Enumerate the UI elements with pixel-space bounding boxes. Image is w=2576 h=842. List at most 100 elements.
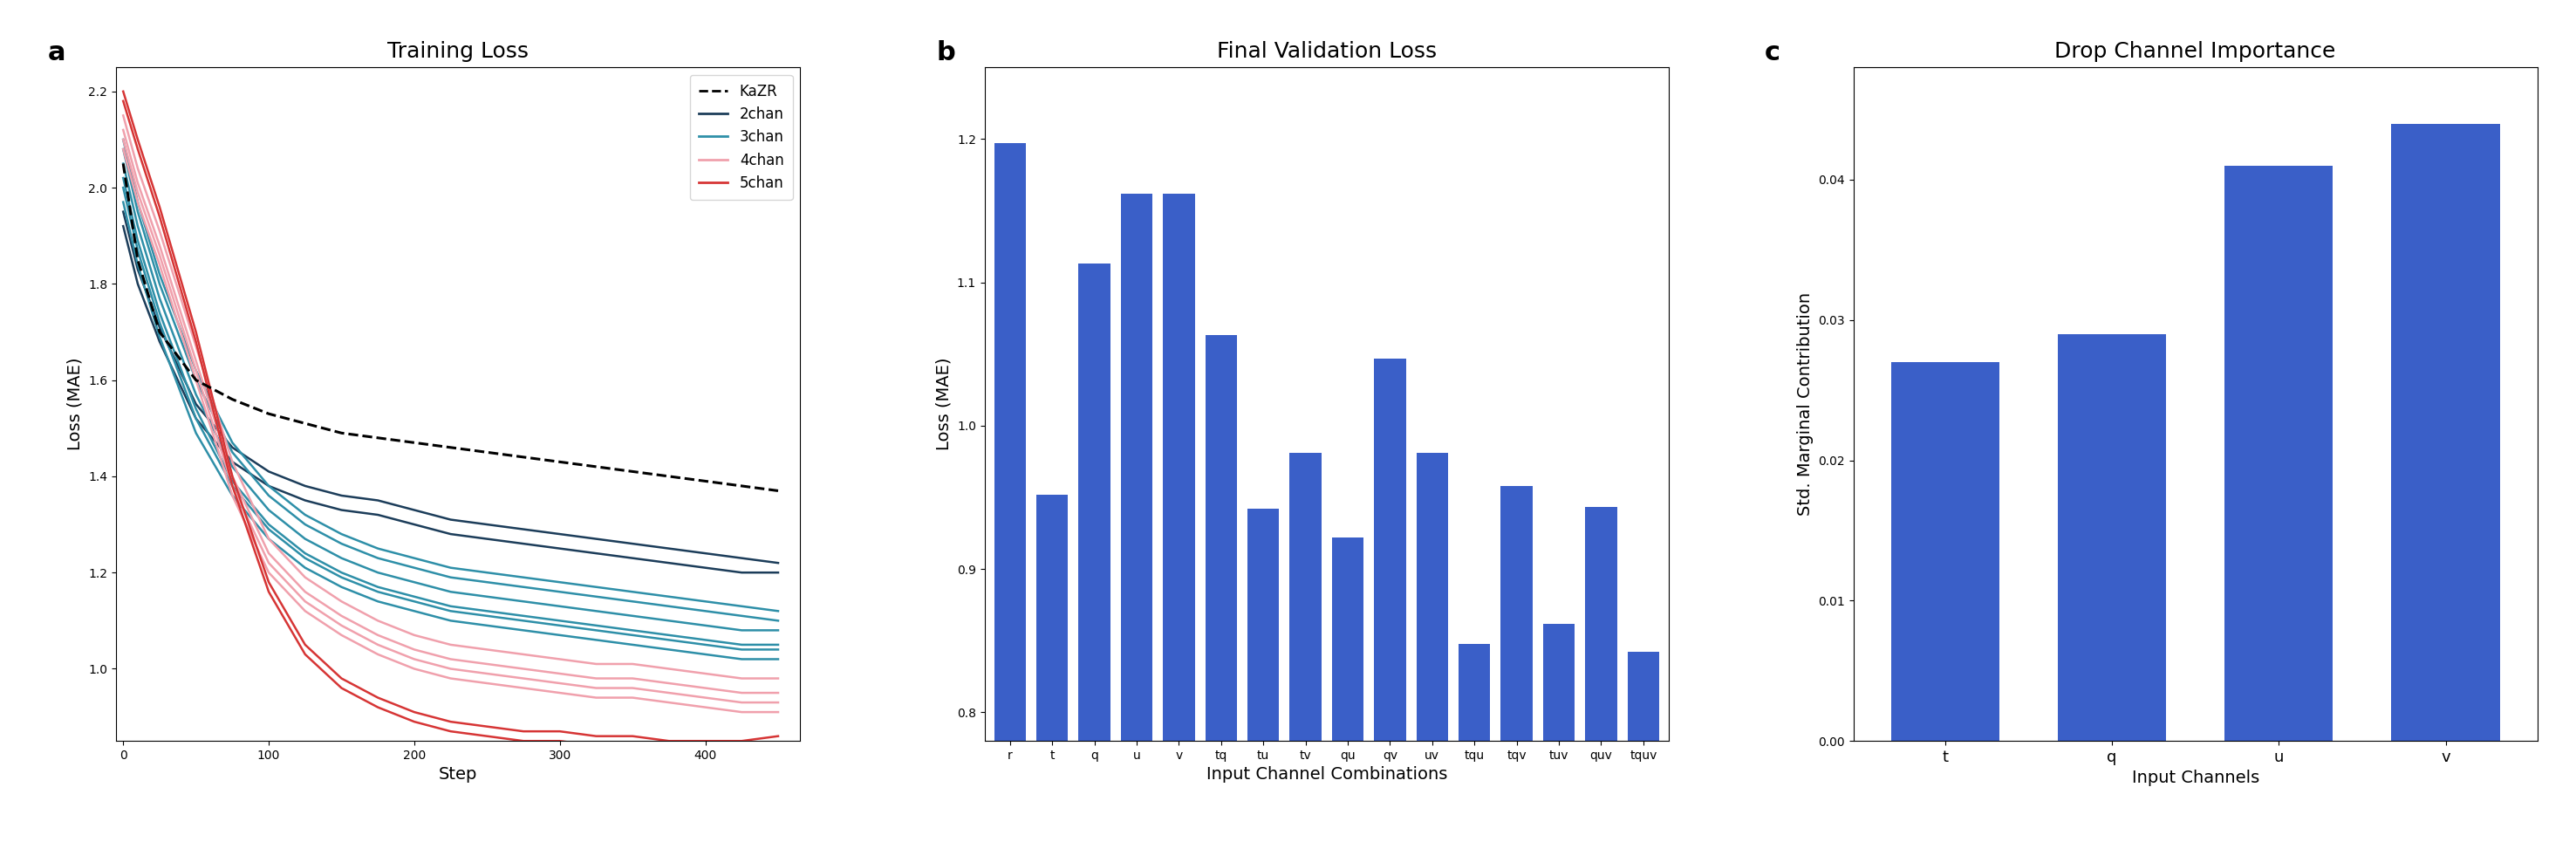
Text: b: b xyxy=(938,40,956,66)
3chan xyxy=(121,221,152,232)
KaZR xyxy=(544,457,574,467)
Bar xyxy=(1502,486,1533,842)
4chan xyxy=(399,663,430,674)
2chan xyxy=(180,413,211,424)
5chan xyxy=(580,731,611,741)
3chan xyxy=(327,553,358,563)
4chan xyxy=(180,375,211,385)
3chan xyxy=(144,293,175,303)
3chan xyxy=(544,601,574,611)
Bar xyxy=(1036,494,1069,842)
2chan xyxy=(762,568,793,578)
4chan xyxy=(121,197,152,207)
4chan xyxy=(618,693,649,703)
5chan xyxy=(216,472,247,482)
KaZR xyxy=(327,428,358,438)
5chan xyxy=(471,722,502,732)
3chan xyxy=(762,626,793,636)
5chan xyxy=(144,202,175,212)
4chan xyxy=(544,688,574,698)
Text: c: c xyxy=(1765,40,1780,66)
2chan xyxy=(471,534,502,544)
5chan xyxy=(544,727,574,737)
3chan xyxy=(507,596,538,606)
Bar xyxy=(1373,359,1406,842)
4chan xyxy=(216,491,247,501)
Line: 4chan: 4chan xyxy=(124,149,778,712)
4chan xyxy=(252,568,283,578)
Title: Final Validation Loss: Final Validation Loss xyxy=(1216,41,1437,62)
KaZR xyxy=(618,466,649,477)
5chan xyxy=(435,717,466,727)
Legend: KaZR, 2chan, 3chan, 4chan, 5chan: KaZR, 2chan, 3chan, 4chan, 5chan xyxy=(690,75,793,200)
KaZR xyxy=(654,472,685,482)
2chan xyxy=(580,548,611,558)
KaZR xyxy=(180,375,211,385)
2chan xyxy=(435,529,466,539)
2chan xyxy=(121,279,152,289)
3chan xyxy=(654,616,685,626)
Text: a: a xyxy=(46,40,64,66)
2chan xyxy=(252,481,283,491)
KaZR xyxy=(690,476,721,486)
Line: 3chan: 3chan xyxy=(124,163,778,631)
Bar xyxy=(1543,623,1574,842)
X-axis label: Input Channels: Input Channels xyxy=(2130,770,2259,786)
Title: Drop Channel Importance: Drop Channel Importance xyxy=(2056,41,2336,62)
Line: 5chan: 5chan xyxy=(124,92,778,741)
KaZR xyxy=(435,442,466,452)
Y-axis label: Std. Marginal Contribution: Std. Marginal Contribution xyxy=(1795,292,1814,516)
3chan xyxy=(618,610,649,621)
Bar xyxy=(2226,166,2334,741)
5chan xyxy=(121,135,152,145)
3chan xyxy=(690,621,721,631)
Bar xyxy=(1162,194,1195,842)
2chan xyxy=(399,520,430,530)
Bar xyxy=(1584,508,1618,842)
Bar xyxy=(1291,453,1321,842)
4chan xyxy=(108,144,139,154)
KaZR xyxy=(121,255,152,265)
Bar xyxy=(2391,124,2499,741)
3chan xyxy=(216,461,247,472)
Line: 2chan: 2chan xyxy=(124,226,778,573)
5chan xyxy=(108,87,139,97)
KaZR xyxy=(726,481,757,491)
KaZR xyxy=(289,418,319,429)
X-axis label: Step: Step xyxy=(438,766,477,783)
Title: Training Loss: Training Loss xyxy=(386,41,528,62)
4chan xyxy=(654,697,685,707)
Bar xyxy=(1079,264,1110,842)
KaZR xyxy=(507,452,538,462)
4chan xyxy=(471,678,502,688)
4chan xyxy=(762,707,793,717)
5chan xyxy=(180,327,211,337)
Bar xyxy=(1628,652,1659,842)
2chan xyxy=(108,221,139,232)
4chan xyxy=(327,630,358,640)
2chan xyxy=(690,562,721,573)
Bar xyxy=(1417,453,1448,842)
4chan xyxy=(289,606,319,616)
Bar xyxy=(994,143,1025,842)
KaZR xyxy=(216,394,247,404)
Bar xyxy=(1121,194,1151,842)
KaZR xyxy=(363,433,394,443)
2chan xyxy=(144,337,175,347)
4chan xyxy=(580,693,611,703)
2chan xyxy=(618,553,649,563)
5chan xyxy=(252,577,283,587)
3chan xyxy=(363,568,394,578)
KaZR xyxy=(580,461,611,472)
3chan xyxy=(471,592,502,602)
4chan xyxy=(690,702,721,712)
2chan xyxy=(327,505,358,515)
KaZR xyxy=(108,158,139,168)
KaZR xyxy=(399,438,430,448)
3chan xyxy=(108,158,139,168)
Bar xyxy=(1332,537,1363,842)
Y-axis label: Loss (MAE): Loss (MAE) xyxy=(935,358,953,450)
Bar xyxy=(1458,643,1492,842)
Line: KaZR: KaZR xyxy=(124,163,778,491)
KaZR xyxy=(762,486,793,496)
